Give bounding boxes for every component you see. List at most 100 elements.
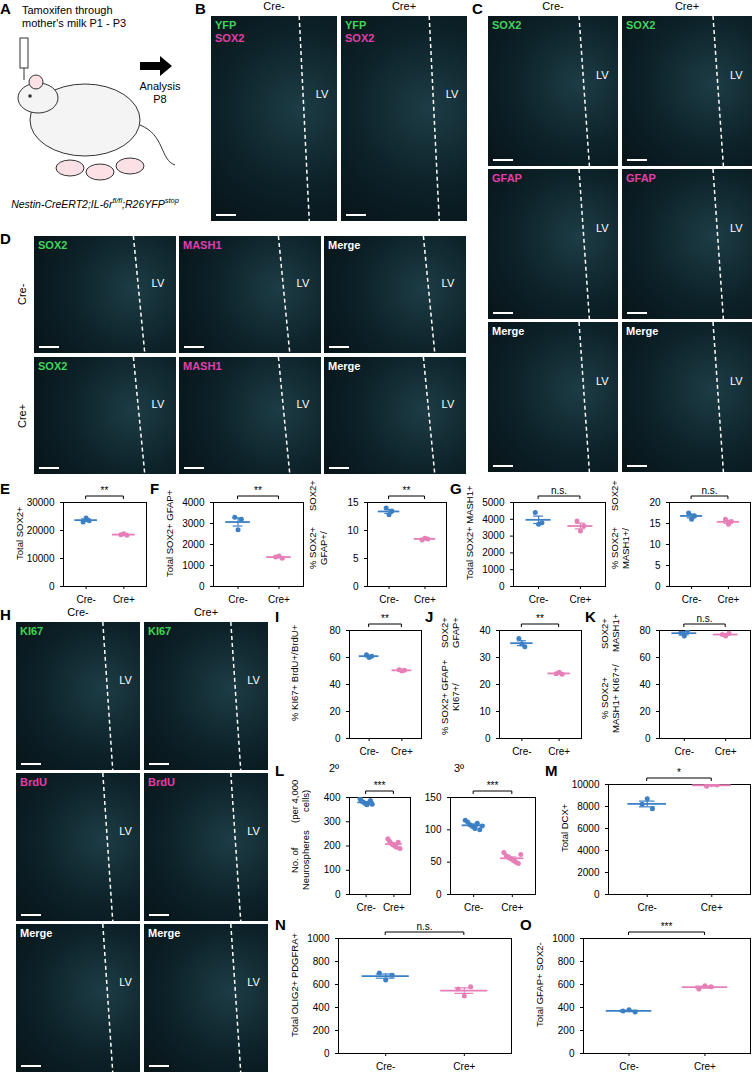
svg-text:200: 200	[324, 840, 341, 851]
svg-text:0: 0	[436, 889, 442, 900]
svg-text:2000: 2000	[577, 867, 600, 878]
svg-text:n.s.: n.s.	[416, 921, 432, 932]
svg-text:Cre+: Cre+	[391, 746, 413, 756]
svg-text:0: 0	[499, 581, 505, 592]
svg-text:0: 0	[335, 733, 341, 744]
svg-text:1000: 1000	[182, 560, 205, 571]
svg-text:40: 40	[329, 679, 341, 690]
svg-text:4000: 4000	[182, 497, 205, 508]
svg-text:800: 800	[313, 956, 330, 967]
svg-text:8000: 8000	[577, 801, 600, 812]
svg-text:600: 600	[558, 979, 575, 990]
svg-text:Cre+: Cre+	[414, 594, 436, 604]
svg-text:*: *	[677, 767, 681, 778]
svg-text:10: 10	[649, 539, 661, 550]
svg-text:3000: 3000	[182, 518, 205, 529]
svg-text:60: 60	[639, 652, 651, 663]
svg-text:5000: 5000	[482, 497, 505, 508]
svg-text:Cre+: Cre+	[113, 594, 135, 604]
svg-text:0: 0	[645, 733, 651, 744]
svg-text:Cre-: Cre-	[228, 594, 247, 604]
svg-text:2000: 2000	[182, 539, 205, 550]
svg-text:100: 100	[425, 824, 442, 835]
svg-text:Cre+: Cre+	[715, 746, 737, 756]
svg-text:300: 300	[324, 816, 341, 827]
svg-text:Cre-: Cre-	[512, 746, 531, 756]
svg-text:10: 10	[347, 525, 359, 536]
svg-text:Cre-: Cre-	[638, 902, 657, 912]
svg-text:60: 60	[329, 652, 341, 663]
svg-text:1000: 1000	[552, 933, 575, 944]
svg-text:0: 0	[353, 581, 359, 592]
svg-text:40: 40	[479, 625, 491, 636]
svg-text:***: ***	[661, 921, 673, 932]
svg-text:***: ***	[487, 780, 499, 791]
svg-text:0: 0	[199, 581, 205, 592]
svg-text:100: 100	[324, 864, 341, 875]
svg-text:Cre+: Cre+	[501, 902, 523, 912]
svg-text:5: 5	[655, 560, 661, 571]
svg-text:20: 20	[479, 679, 491, 690]
svg-text:0: 0	[655, 581, 661, 592]
svg-text:15: 15	[347, 497, 359, 508]
svg-text:200: 200	[558, 1025, 575, 1036]
svg-text:200: 200	[313, 1025, 330, 1036]
svg-text:Cre-: Cre-	[464, 902, 483, 912]
svg-text:***: ***	[374, 780, 386, 791]
svg-text:Cre+: Cre+	[453, 1061, 475, 1071]
svg-text:20000: 20000	[27, 525, 55, 536]
svg-text:Cre-: Cre-	[682, 594, 701, 604]
svg-text:30000: 30000	[27, 497, 55, 508]
svg-text:Cre+: Cre+	[383, 902, 405, 912]
svg-text:2000: 2000	[482, 547, 505, 558]
svg-text:0: 0	[569, 1048, 575, 1059]
svg-text:Cre+: Cre+	[569, 594, 591, 604]
svg-text:Cre-: Cre-	[76, 594, 95, 604]
svg-text:Cre-: Cre-	[675, 746, 694, 756]
svg-text:**: **	[254, 485, 262, 496]
svg-text:1000: 1000	[307, 933, 330, 944]
svg-text:**: **	[403, 485, 411, 496]
svg-text:40: 40	[639, 679, 651, 690]
svg-text:1000: 1000	[482, 564, 505, 575]
svg-text:0: 0	[49, 581, 55, 592]
svg-text:Cre-: Cre-	[359, 746, 378, 756]
svg-text:0: 0	[594, 889, 600, 900]
svg-text:20: 20	[639, 706, 651, 717]
svg-text:n.s.: n.s.	[701, 485, 717, 496]
svg-text:**: **	[381, 613, 389, 624]
svg-text:Cre-: Cre-	[379, 594, 398, 604]
svg-text:Cre+: Cre+	[694, 1061, 716, 1071]
svg-text:n.s.: n.s.	[551, 485, 567, 496]
svg-text:800: 800	[558, 956, 575, 967]
svg-text:6000: 6000	[577, 823, 600, 834]
svg-text:Cre+: Cre+	[701, 902, 723, 912]
svg-text:400: 400	[313, 1002, 330, 1013]
svg-text:50: 50	[430, 856, 442, 867]
svg-text:Cre+: Cre+	[717, 594, 739, 604]
svg-text:80: 80	[329, 625, 341, 636]
svg-text:80: 80	[639, 625, 651, 636]
svg-text:400: 400	[324, 792, 341, 803]
svg-text:20: 20	[649, 497, 661, 508]
svg-text:150: 150	[425, 792, 442, 803]
svg-text:Cre-: Cre-	[529, 594, 548, 604]
svg-text:0: 0	[485, 733, 491, 744]
svg-text:n.s.: n.s.	[696, 613, 712, 624]
svg-text:10: 10	[479, 706, 491, 717]
svg-text:4000: 4000	[577, 845, 600, 856]
svg-text:10000: 10000	[27, 553, 55, 564]
svg-text:3000: 3000	[482, 530, 505, 541]
svg-text:4000: 4000	[482, 514, 505, 525]
svg-text:600: 600	[313, 979, 330, 990]
svg-text:Cre-: Cre-	[376, 1061, 395, 1071]
svg-text:15: 15	[649, 518, 661, 529]
svg-text:20: 20	[329, 706, 341, 717]
svg-text:400: 400	[558, 1002, 575, 1013]
svg-text:Cre+: Cre+	[268, 594, 290, 604]
svg-text:Cre+: Cre+	[548, 746, 570, 756]
svg-text:Cre-: Cre-	[619, 1061, 638, 1071]
svg-text:0: 0	[335, 889, 341, 900]
svg-text:**: **	[536, 613, 544, 624]
svg-text:30: 30	[479, 652, 491, 663]
